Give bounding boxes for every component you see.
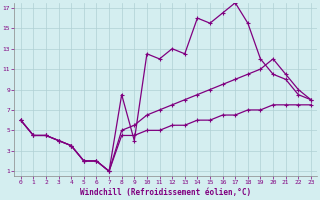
X-axis label: Windchill (Refroidissement éolien,°C): Windchill (Refroidissement éolien,°C) xyxy=(80,188,252,197)
